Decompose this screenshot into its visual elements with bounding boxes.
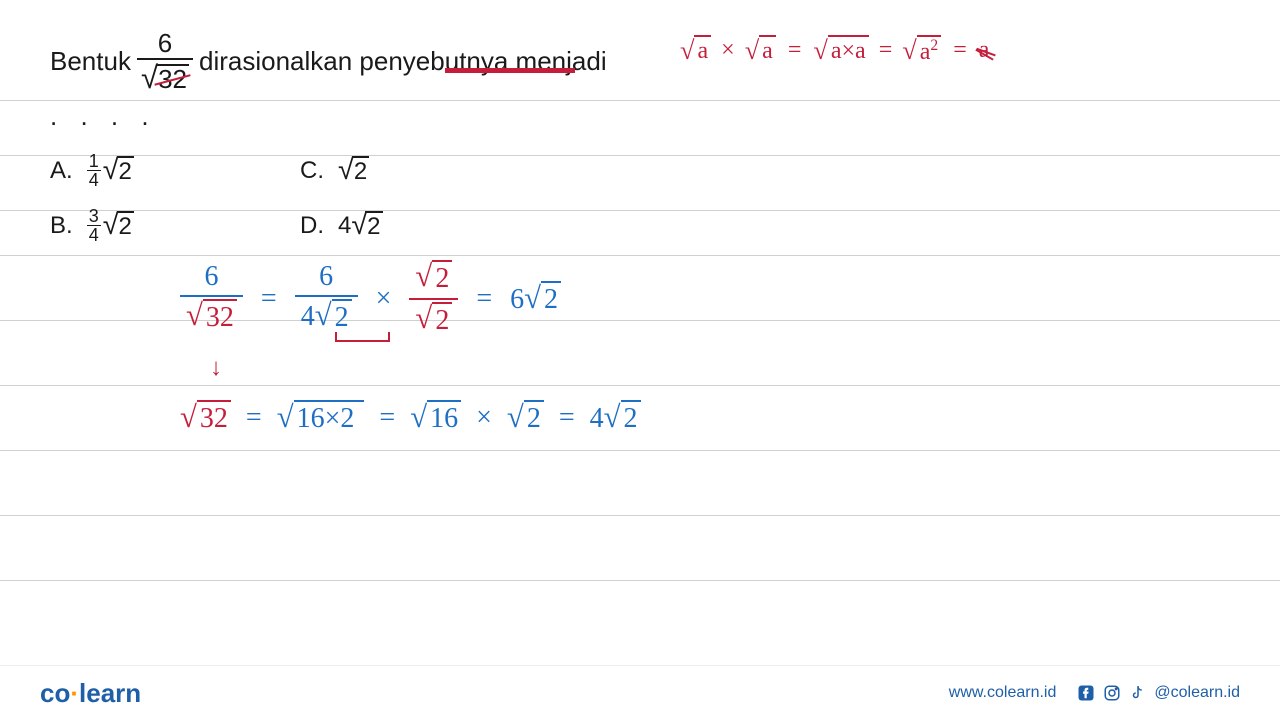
work-frac2: 6 4√2 [295, 262, 358, 334]
under-bracket [335, 332, 390, 342]
work-frac3: √2 √2 [409, 260, 458, 337]
social-icons: @colearn.id [1076, 683, 1240, 703]
question: Bentuk 6 √ 32 dirasionalkan penyebutnya … [50, 30, 1230, 132]
work-result2: 4√2 [590, 400, 641, 436]
work-line-1: 6 √32 = 6 4√2 × √2 √2 = 6√2 [180, 260, 561, 337]
underline-annotation [445, 68, 575, 73]
arrow-down-icon: ↓ [210, 355, 222, 382]
question-text: Bentuk 6 √ 32 dirasionalkan penyebutnya … [50, 30, 1230, 93]
option-d: D. 4 √2 [300, 207, 550, 244]
question-fraction: 6 √ 32 [137, 30, 193, 93]
work-result1: 6√2 [510, 281, 561, 317]
option-b: B. 3 4 √2 [50, 207, 300, 244]
option-c: C. √2 [300, 152, 550, 189]
option-a: A. 1 4 √2 [50, 152, 300, 189]
options-grid: A. 1 4 √2 C. √2 B. 3 4 √2 [50, 152, 1230, 244]
fraction-numerator: 6 [154, 30, 176, 58]
content-area: Bentuk 6 √ 32 dirasionalkan penyebutnya … [0, 0, 1280, 274]
question-dots: . . . . [50, 101, 1230, 132]
work-line-2: √32 = √16×2 = √16 × √2 = 4√2 [180, 400, 641, 436]
footer-url: www.colearn.id [949, 684, 1057, 702]
tiktok-icon [1128, 683, 1148, 703]
footer: co·learn www.colearn.id @colearn.id [0, 665, 1280, 720]
facebook-icon [1076, 683, 1096, 703]
instagram-icon [1102, 683, 1122, 703]
fraction-denominator: √ 32 [137, 58, 193, 93]
question-prefix: Bentuk [50, 46, 131, 77]
work-frac1: 6 √32 [180, 262, 243, 334]
footer-right: www.colearn.id @colearn.id [949, 683, 1240, 703]
sqrt-identity-annotation: √a × √a = √a×a = √a2 = a [680, 35, 989, 67]
logo: co·learn [40, 678, 141, 709]
footer-handle: @colearn.id [1154, 684, 1240, 702]
